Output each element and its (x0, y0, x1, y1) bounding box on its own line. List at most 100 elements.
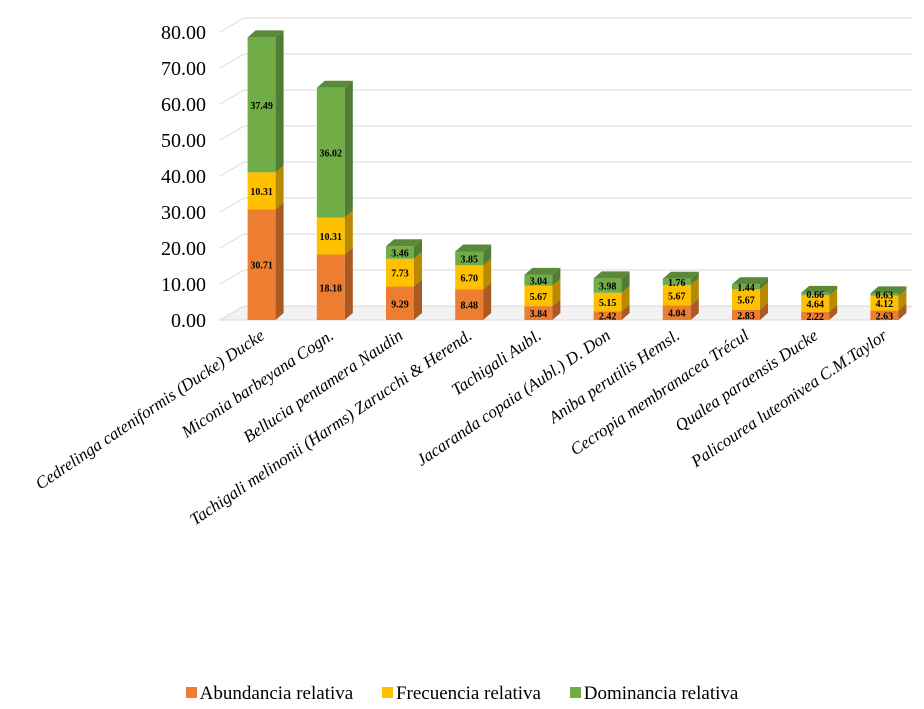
bar-segment-side (829, 288, 838, 313)
bar-segment-side (898, 288, 907, 311)
bar-segment (524, 306, 553, 320)
bar-segment-side (552, 267, 561, 286)
gridline (219, 233, 912, 249)
legend-item-frecuencia: Frecuencia relativa (381, 683, 541, 705)
bar-segment-side (760, 302, 768, 320)
bar-segment (732, 284, 760, 290)
bar-segment (386, 258, 414, 287)
bar-segment (524, 274, 553, 286)
bar-segment (455, 265, 484, 290)
data-label: 0.63 (876, 291, 894, 302)
bar-segment (247, 37, 276, 173)
y-tick-label: 20.00 (161, 238, 206, 260)
bar-segment-side (829, 285, 838, 296)
data-label: 4.64 (806, 300, 824, 311)
y-tick-label: 60.00 (161, 94, 206, 116)
gridline (219, 17, 912, 33)
legend-label-frecuencia: Frecuencia relativa (395, 683, 541, 704)
bar-segment (247, 172, 276, 210)
data-label: 1.76 (668, 278, 686, 289)
gridline (219, 89, 912, 105)
data-label: 1.44 (737, 283, 755, 294)
data-label: 2.22 (806, 312, 824, 323)
data-label: 0.66 (806, 290, 824, 301)
bar-segment-side (275, 165, 284, 210)
data-label: 2.63 (876, 311, 894, 322)
bar-segment-side (760, 282, 768, 310)
data-label: 7.73 (391, 269, 409, 280)
bar-top (662, 271, 699, 279)
bar-top (455, 244, 492, 252)
bar-segment-side (552, 299, 561, 320)
bar-stack: 3.84 5.67 3.04 (524, 267, 561, 320)
bar-segment-side (275, 30, 284, 173)
bar-segment (732, 289, 760, 310)
bar-top (801, 285, 838, 293)
data-label: 3.85 (460, 254, 478, 265)
bar-segment-side (621, 304, 630, 320)
bar-top (732, 277, 768, 285)
bar-segment (593, 278, 622, 293)
y-tick-label: 40.00 (161, 166, 206, 188)
data-label: 4.04 (668, 309, 686, 320)
bar-segment (386, 286, 414, 320)
bar-segment (801, 292, 830, 296)
bar-segment (524, 285, 553, 307)
bar-segment (870, 293, 899, 296)
bar-segment-side (344, 210, 353, 255)
bar-stack: 2.224.640.66 (801, 285, 838, 323)
bar-top (386, 239, 422, 247)
legend-label-dominancia: Dominancia relativa (583, 683, 739, 704)
bar-stack: 8.48 6.70 3.85 (455, 244, 492, 320)
bar-segment-side (690, 278, 699, 306)
y-tick-label: 70.00 (161, 58, 206, 80)
bar-segment (662, 305, 691, 320)
legend-swatch-abundancia (185, 687, 197, 698)
bar-segment (662, 285, 691, 306)
bar-segment-side (690, 271, 699, 286)
bar-top (870, 286, 907, 294)
bar-top (593, 271, 630, 279)
bar-segment (593, 311, 622, 320)
data-label: 30.71 (250, 261, 273, 272)
bar-segment (801, 312, 830, 320)
bar-stack: 2.634.120.63 (870, 286, 907, 322)
bar-segment-side (690, 298, 699, 320)
data-label: 2.42 (599, 312, 617, 323)
bar-segment-side (414, 239, 422, 259)
bar-segment-side (344, 247, 353, 320)
y-tick-label: 80.00 (161, 22, 206, 44)
data-label: 10.31 (320, 232, 343, 243)
bar-segment (316, 254, 345, 320)
gridline (219, 161, 912, 177)
bar-segment-side (621, 285, 630, 312)
bar-segment (316, 217, 345, 255)
legend-item-dominancia: Dominancia relativa (569, 683, 739, 705)
y-tick-label: 10.00 (161, 274, 206, 296)
bar-segment-side (552, 278, 561, 307)
bar-segment (316, 87, 345, 218)
legend-item-abundancia: Abundancia relativa (185, 683, 353, 705)
bar-segment-side (621, 271, 630, 293)
data-label: 36.02 (320, 149, 343, 160)
y-axis: 0.00 10.00 20.00 30.00 40.00 50.00 60.00 70.00 8… (161, 22, 206, 332)
bar-segment (455, 289, 484, 320)
y-tick-label: 30.00 (161, 202, 206, 224)
bar-segment (662, 278, 691, 286)
bar-top (524, 267, 561, 275)
bar-segment-side (483, 282, 492, 320)
x-axis: Cedrelinga cateniformis (Ducke) DuckeMic… (32, 325, 891, 529)
legend-swatch-dominancia (569, 687, 581, 698)
bar-segment-side (760, 277, 768, 290)
data-label: 37.49 (250, 101, 273, 112)
data-label: 5.67 (668, 291, 686, 302)
data-label: 3.04 (530, 276, 548, 287)
data-label: 3.46 (391, 249, 409, 260)
data-label: 5.67 (530, 292, 548, 303)
y-tick-label: 0.00 (171, 310, 206, 332)
bar-segment-side (344, 80, 353, 218)
bar-segment-side (829, 305, 838, 320)
data-label: 3.98 (599, 282, 617, 293)
data-label: 9.29 (391, 299, 409, 310)
bar-segment (455, 251, 484, 266)
